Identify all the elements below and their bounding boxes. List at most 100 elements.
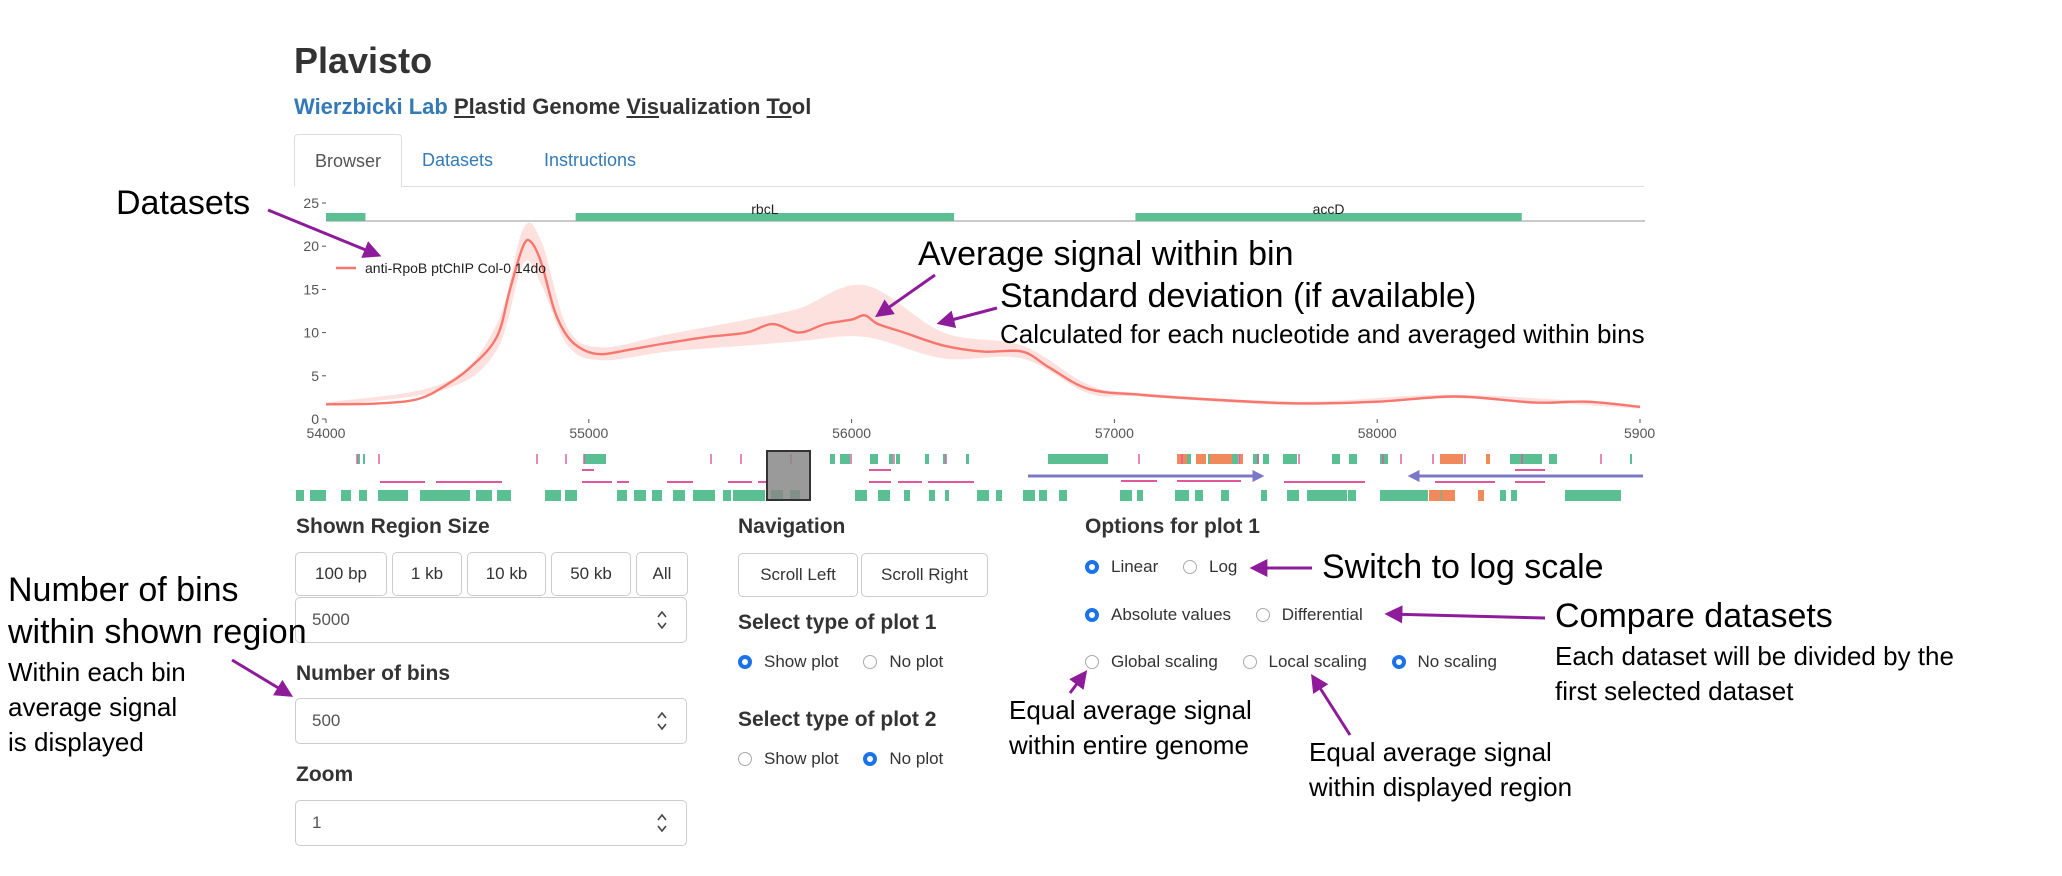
bins-input[interactable]: 500 — [295, 698, 687, 744]
radio-checked-icon[interactable] — [1391, 655, 1406, 669]
radio-checked-icon[interactable] — [738, 655, 752, 669]
lab-link[interactable]: Wierzbicki Lab — [294, 94, 448, 119]
plot2-type-title: Select type of plot 2 — [738, 708, 937, 731]
region-size-value: 5000 — [312, 610, 350, 629]
plot2-none-option[interactable]: No plot — [863, 749, 943, 769]
radio-checked-icon[interactable] — [1085, 608, 1099, 622]
feature-block — [1442, 490, 1454, 501]
local-scaling-option[interactable]: Local scaling — [1242, 652, 1367, 672]
subtitle-part: Vis — [626, 94, 659, 119]
y-tick-label: 25 — [303, 195, 319, 211]
annotation-compare-sub-2: first selected dataset — [1555, 676, 1794, 706]
y-tick-label: 10 — [303, 325, 319, 341]
annotation-equal-region-2: within displayed region — [1309, 772, 1573, 802]
feature-tick — [1181, 454, 1183, 464]
feature-block — [1283, 454, 1297, 464]
radio-icon[interactable] — [863, 655, 878, 669]
feature-line — [1284, 481, 1340, 483]
compare-arrow — [1384, 605, 1546, 624]
feature-block — [378, 490, 408, 501]
annotation-equal-region-1: Equal average signal — [1309, 737, 1552, 767]
feature-tick — [536, 454, 538, 464]
feature-block — [545, 490, 561, 501]
zoom-input[interactable]: 1 — [295, 800, 687, 846]
region-100bp-button[interactable]: 100 bp — [295, 552, 387, 596]
radio-icon[interactable] — [1242, 655, 1257, 669]
radio-icon[interactable] — [1183, 560, 1197, 574]
region-1kb-button[interactable]: 1 kb — [392, 552, 462, 596]
region-10kb-button[interactable]: 10 kb — [467, 552, 546, 596]
feature-tick — [1464, 454, 1466, 464]
viewport-window — [766, 450, 811, 501]
radio-checked-icon[interactable] — [863, 752, 878, 766]
feature-block — [1380, 490, 1428, 501]
annotation-bins-sub-2: average signal — [8, 692, 178, 722]
feature-block — [359, 490, 367, 501]
subtitle-part: Pl — [453, 94, 475, 119]
plot1-none-option[interactable]: No plot — [863, 652, 943, 672]
region-size-input[interactable]: 5000 — [295, 597, 687, 643]
feature-tick — [378, 454, 380, 464]
feature-line — [1515, 469, 1545, 471]
plot2-show-option[interactable]: Show plot — [738, 749, 839, 769]
scroll-right-button[interactable]: Scroll Right — [861, 553, 988, 597]
feature-line — [758, 481, 766, 483]
feature-block — [1349, 454, 1357, 464]
spinner-icon[interactable] — [656, 709, 668, 733]
radio-icon[interactable] — [1255, 608, 1270, 622]
radio-icon[interactable] — [1085, 655, 1099, 669]
feature-block — [565, 490, 577, 501]
global-scaling-label: Global scaling — [1111, 652, 1218, 671]
feature-block — [945, 490, 949, 501]
no-scaling-option[interactable]: No scaling — [1391, 652, 1497, 672]
annotation-avg-signal: Average signal within bin — [918, 235, 1294, 273]
plot1-none-label: No plot — [889, 652, 944, 671]
feature-block — [1221, 490, 1229, 501]
radio-icon[interactable] — [738, 752, 752, 766]
feature-block — [363, 454, 365, 464]
feature-block — [1263, 454, 1269, 464]
feature-block — [584, 454, 606, 464]
local-scaling-label: Local scaling — [1268, 652, 1367, 671]
feature-block — [889, 454, 893, 464]
plot1-show-option[interactable]: Show plot — [738, 652, 839, 672]
annotation-bins-title-2: within shown region — [8, 613, 307, 651]
linear-option[interactable]: Linear — [1085, 557, 1158, 577]
region-50kb-button[interactable]: 50 kb — [551, 552, 631, 596]
feature-block — [1500, 490, 1506, 501]
radio-checked-icon[interactable] — [1085, 560, 1099, 574]
global-scaling-option[interactable]: Global scaling — [1085, 652, 1218, 672]
feature-line — [1435, 481, 1495, 483]
plot1-type-options: Show plot No plot — [738, 652, 963, 672]
plot2-type-options: Show plot No plot — [738, 749, 963, 769]
bins-value: 500 — [312, 711, 341, 730]
absolute-option[interactable]: Absolute values — [1085, 605, 1231, 625]
feature-block — [652, 490, 662, 501]
feature-block — [878, 490, 890, 501]
y-tick-label: 20 — [303, 238, 319, 254]
tab-instructions[interactable]: Instructions — [544, 150, 637, 170]
feature-line — [1121, 480, 1157, 482]
feature-tick — [893, 454, 895, 464]
gene-label: rbcL — [751, 201, 778, 217]
tab-browser[interactable]: Browser — [294, 134, 402, 187]
feature-tick — [356, 454, 358, 464]
feature-block — [296, 490, 304, 501]
differential-option[interactable]: Differential — [1255, 605, 1363, 625]
feature-block — [1059, 490, 1067, 501]
spinner-icon[interactable] — [656, 811, 668, 835]
feature-block — [1261, 490, 1267, 501]
feature-block — [1429, 490, 1441, 501]
feature-block — [977, 490, 989, 501]
region-all-button[interactable]: All — [636, 552, 688, 596]
log-option[interactable]: Log — [1183, 557, 1237, 577]
feature-line — [380, 481, 425, 483]
scroll-left-button[interactable]: Scroll Left — [738, 553, 858, 597]
bins-arrow — [231, 658, 294, 697]
spinner-icon[interactable] — [656, 608, 668, 632]
x-tick-label: 57000 — [1095, 425, 1134, 441]
datasets-arrow — [267, 208, 382, 258]
tab-datasets[interactable]: Datasets — [422, 150, 494, 170]
y-tick-label: 0 — [311, 411, 319, 427]
